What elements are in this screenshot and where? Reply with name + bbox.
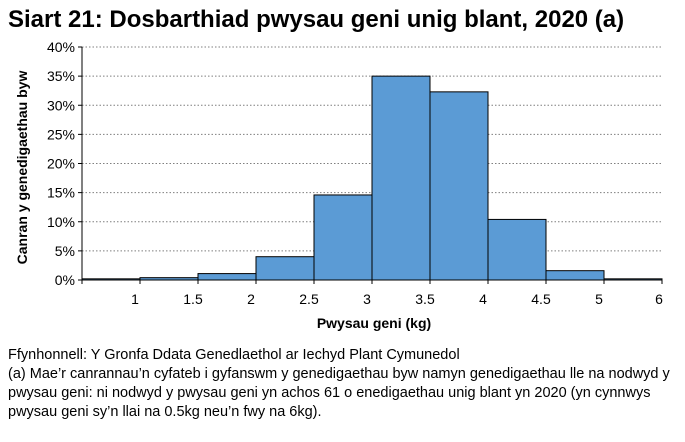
y-tick-label-1: 5%	[55, 243, 75, 259]
bar-2	[197, 273, 257, 281]
x-tick-label-6: 4	[479, 291, 487, 307]
y-tick-label-8: 40%	[47, 39, 75, 55]
bar-7	[487, 218, 547, 281]
x-tick-label-9: 6	[655, 291, 663, 307]
chart-notes: Ffynhonnell: Y Gronfa Ddata Genedlaethol…	[8, 346, 680, 422]
bar-6	[429, 91, 489, 281]
x-tick-label-8: 5	[595, 291, 603, 307]
y-tick-label-0: 0%	[55, 272, 75, 288]
y-tick-label-6: 30%	[47, 97, 75, 113]
bar-8	[545, 270, 605, 281]
x-tick-label-7: 4.5	[531, 291, 551, 307]
source-note: Ffynhonnell: Y Gronfa Ddata Genedlaethol…	[8, 347, 460, 363]
x-axis-label: Pwysau geni (kg)	[317, 315, 431, 331]
x-tick-label-1: 1.5	[183, 291, 203, 307]
x-tick-label-2: 2	[247, 291, 255, 307]
footnote: (a) Mae’r canrannau’n cyfateb i gyfanswm…	[8, 366, 670, 420]
y-tick-label-3: 15%	[47, 185, 75, 201]
x-tick-label-0: 1	[131, 291, 139, 307]
gridlines	[82, 46, 662, 252]
histogram-chart: 0% 5% 10% 15% 20% 25% 30% 35% 40% 1 1.5 2 2.5 3 3.5 4 4…	[14, 39, 663, 331]
y-tick-label-4: 20%	[47, 156, 75, 172]
y-tick-labels: 0% 5% 10% 15% 20% 25% 30% 35% 40%	[47, 39, 75, 288]
bar-3	[255, 256, 315, 281]
chart-title: Siart 21: Dosbarthiad pwysau geni unig b…	[8, 6, 625, 33]
x-tick-label-3: 2.5	[299, 291, 319, 307]
bar-5	[371, 75, 431, 281]
bar-4	[313, 194, 373, 281]
x-tick-labels: 1 1.5 2 2.5 3 3.5 4 4.5 5 6	[131, 291, 663, 307]
y-tick-label-2: 10%	[47, 214, 75, 230]
x-tick-label-5: 3.5	[415, 291, 435, 307]
y-axis-label: Canran y genedigaethau byw	[14, 71, 30, 265]
x-tick-label-4: 3	[363, 291, 371, 307]
bars	[81, 75, 663, 281]
y-tick-label-7: 35%	[47, 68, 75, 84]
y-tick-label-5: 25%	[47, 126, 75, 142]
axes	[78, 46, 663, 284]
